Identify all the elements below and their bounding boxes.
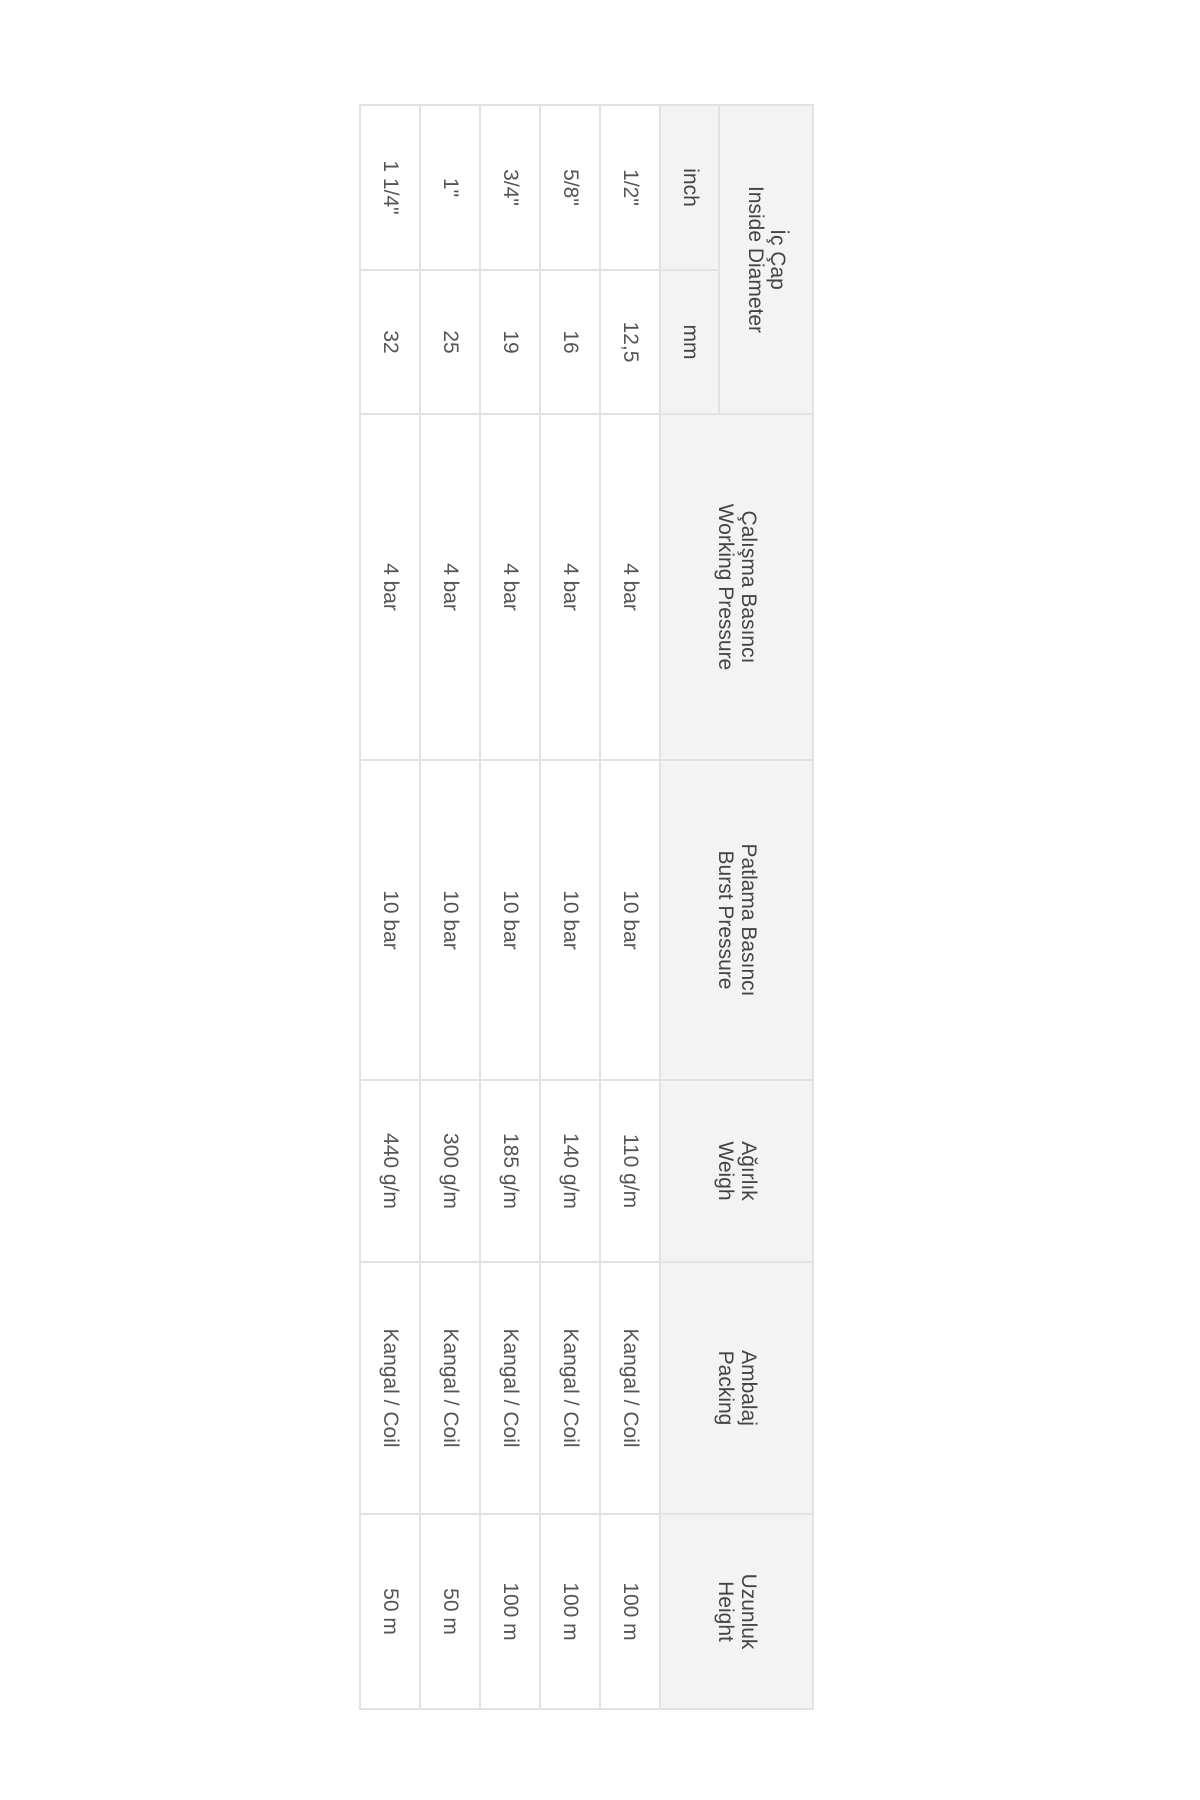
table-cell: Kangal / Coil	[420, 1262, 480, 1514]
table-cell: 10 bar	[600, 760, 660, 1080]
table-cell: 25	[420, 270, 480, 414]
header-mm: mm	[660, 270, 719, 414]
table-cell: Kangal / Coil	[480, 1262, 540, 1514]
table-cell: 32	[360, 270, 420, 414]
hose-spec-table: İç Çap Inside Diameter Çalışma Basıncı Wor…	[359, 104, 814, 1710]
table-row: 1/2" 12,5 4 bar 10 bar 110 g/m Kangal / Coil 1…	[600, 105, 660, 1709]
table-row: 3/4" 19 4 bar 10 bar 185 g/m Kangal / Coil 100…	[480, 105, 540, 1709]
table-cell: 4 bar	[600, 414, 660, 760]
table-cell: 16	[540, 270, 600, 414]
table-cell: 50 m	[420, 1514, 480, 1709]
table-cell: Kangal / Coil	[360, 1262, 420, 1514]
table-cell: 50 m	[360, 1514, 420, 1709]
header-inside-diameter: İç Çap Inside Diameter	[719, 105, 813, 414]
table-cell: Kangal / Coil	[600, 1262, 660, 1514]
table-cell: 4 bar	[480, 414, 540, 760]
table-cell: 440 g/m	[360, 1080, 420, 1262]
table-cell: 10 bar	[360, 760, 420, 1080]
table-row: 1 1/4" 32 4 bar 10 bar 440 g/m Kangal / Coil 5…	[360, 105, 420, 1709]
table-cell: 1/2"	[600, 105, 660, 270]
table-cell: 5/8"	[540, 105, 600, 270]
table-cell: 140 g/m	[540, 1080, 600, 1262]
header-length: Uzunluk Height	[660, 1514, 813, 1709]
header-burst-pressure: Patlama Basıncı Burst Pressure	[660, 760, 813, 1080]
table-cell: 10 bar	[480, 760, 540, 1080]
table-cell: 10 bar	[540, 760, 600, 1080]
header-packing: Ambalaj Packing	[660, 1262, 813, 1514]
table-cell: 3/4"	[480, 105, 540, 270]
table-cell: 100 m	[480, 1514, 540, 1709]
table-cell: 10 bar	[420, 760, 480, 1080]
rotated-spec-table: İç Çap Inside Diameter Çalışma Basıncı Wor…	[359, 104, 814, 1710]
table-cell: 110 g/m	[600, 1080, 660, 1262]
table-cell: 12,5	[600, 270, 660, 414]
header-working-pressure: Çalışma Basıncı Working Pressure	[660, 414, 813, 760]
table-cell: 1 1/4"	[360, 105, 420, 270]
table-row: 1" 25 4 bar 10 bar 300 g/m Kangal / Coil 50 m	[420, 105, 480, 1709]
table-cell: 19	[480, 270, 540, 414]
table-cell: 4 bar	[420, 414, 480, 760]
header-inch: inch	[660, 105, 719, 270]
header-weight: Ağırlık Weigh	[660, 1080, 813, 1262]
table-cell: Kangal / Coil	[540, 1262, 600, 1514]
table-cell: 300 g/m	[420, 1080, 480, 1262]
table-cell: 185 g/m	[480, 1080, 540, 1262]
table-cell: 100 m	[600, 1514, 660, 1709]
table-cell: 100 m	[540, 1514, 600, 1709]
table-cell: 4 bar	[360, 414, 420, 760]
table-cell: 4 bar	[540, 414, 600, 760]
table-cell: 1"	[420, 105, 480, 270]
table-row: 5/8" 16 4 bar 10 bar 140 g/m Kangal / Coil 100…	[540, 105, 600, 1709]
